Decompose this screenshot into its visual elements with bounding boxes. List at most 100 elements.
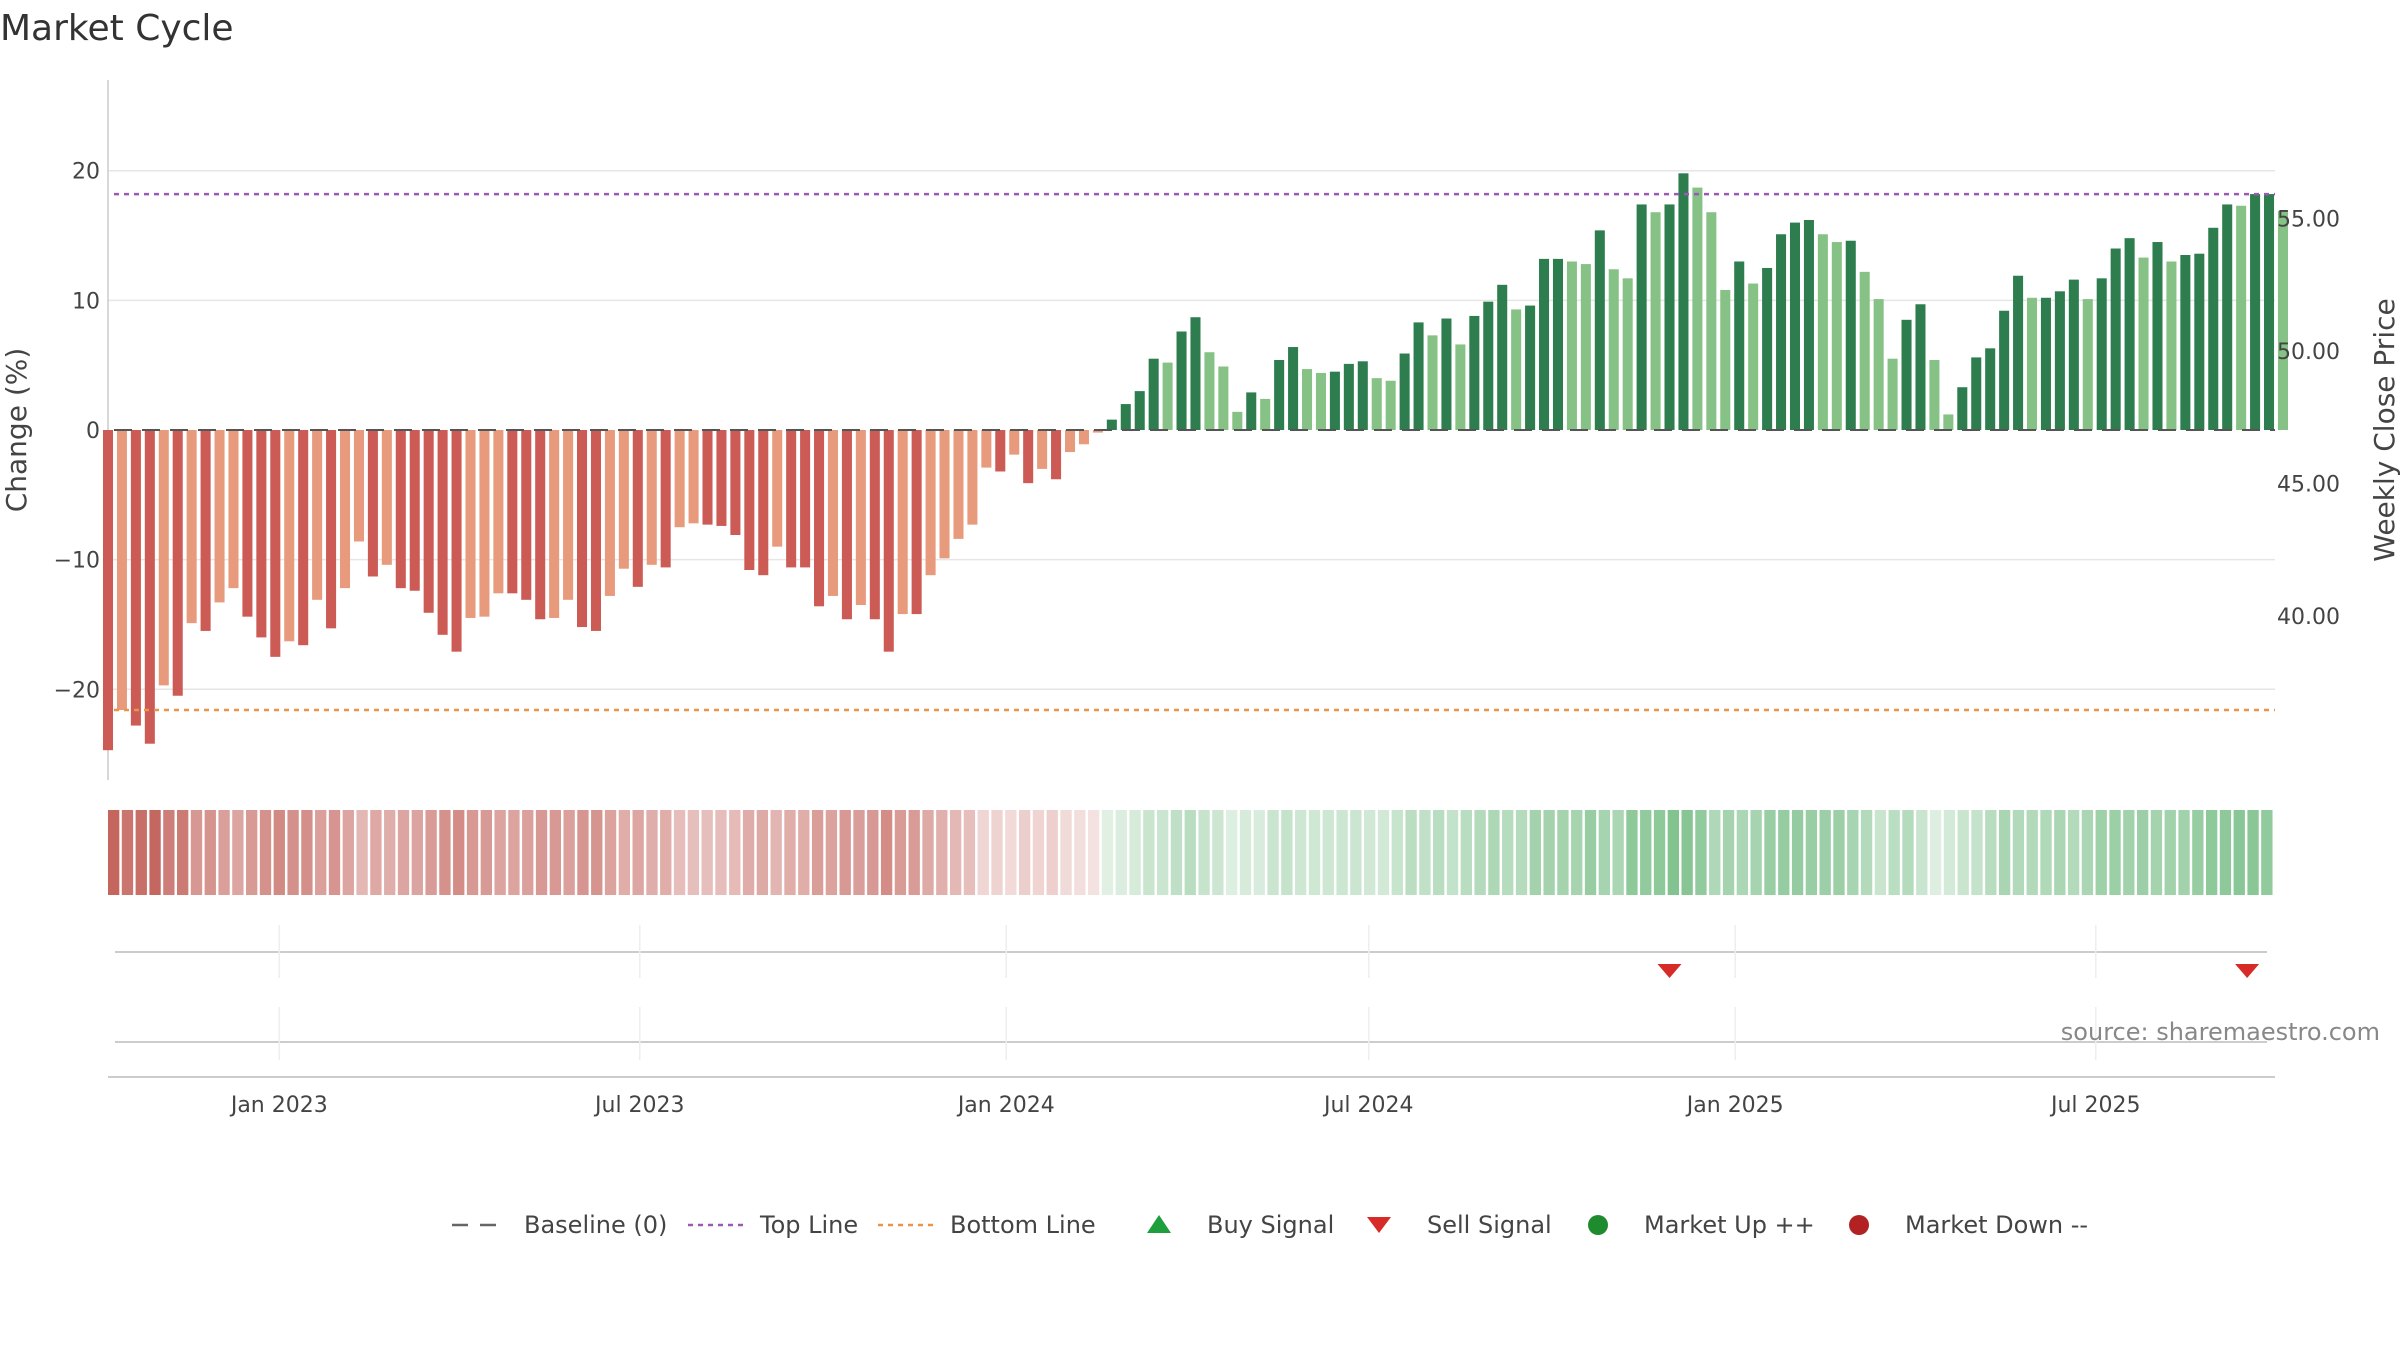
bar — [1162, 362, 1173, 430]
heat-cell — [756, 810, 769, 895]
y2-axis-label: Weekly Close Price — [2368, 298, 2400, 561]
heat-cell — [1584, 810, 1597, 895]
bar — [1371, 378, 1382, 430]
bar — [911, 430, 922, 615]
bar — [2110, 248, 2121, 430]
heat-cell — [673, 810, 686, 895]
heat-cell — [453, 810, 465, 895]
legend-label: Market Down -- — [1905, 1211, 2088, 1239]
heat-cell — [1791, 810, 1804, 895]
heat-cell — [384, 810, 396, 895]
bar — [730, 430, 741, 535]
bar — [1957, 387, 1968, 430]
bar — [632, 430, 643, 587]
bar — [939, 430, 950, 559]
heat-cell — [2012, 810, 2025, 895]
bar — [479, 430, 490, 617]
bar — [1650, 212, 1661, 430]
heat-cell — [784, 810, 796, 895]
bar — [1985, 348, 1996, 430]
bar — [507, 430, 518, 594]
heat-cell — [2081, 810, 2094, 895]
legend-label: Market Up ++ — [1644, 1211, 1815, 1239]
bar — [521, 430, 532, 600]
bar — [2180, 255, 2191, 430]
heat-cell — [204, 810, 216, 895]
heat-cell — [466, 810, 479, 895]
bar — [242, 430, 253, 617]
heat-strip — [108, 810, 2273, 895]
heat-cell — [1571, 810, 1583, 895]
bar — [395, 430, 406, 589]
bar — [186, 430, 197, 624]
bar — [1343, 363, 1354, 430]
heat-cell — [328, 810, 341, 895]
bar — [1776, 234, 1787, 430]
heat-cell — [1957, 810, 1969, 895]
heat-cell — [798, 810, 810, 895]
bar — [2166, 261, 2177, 430]
bar — [1274, 360, 1285, 430]
bar — [102, 430, 114, 751]
heat-cell — [1626, 810, 1638, 895]
x-tick-label: Jan 2025 — [1685, 1093, 1784, 1118]
y-tick-label: 0 — [86, 419, 100, 444]
bar — [855, 430, 866, 605]
bar — [367, 430, 378, 577]
heat-cell — [1005, 810, 1017, 895]
heat-cell — [1322, 810, 1334, 895]
heat-cell — [1612, 810, 1624, 895]
bar — [409, 430, 420, 591]
heat-cell — [2109, 810, 2121, 895]
bar — [1636, 204, 1647, 430]
heat-cell — [301, 810, 313, 895]
heat-cell — [2233, 810, 2245, 895]
heat-cell — [425, 810, 437, 895]
heat-cell — [839, 810, 851, 895]
chart-title: Market Cycle — [0, 8, 234, 49]
bar — [2138, 257, 2149, 430]
bar — [2264, 194, 2275, 430]
bar — [130, 430, 141, 726]
heat-cell — [494, 810, 506, 895]
heat-cell — [1074, 810, 1086, 895]
heat-cell — [1488, 810, 1500, 895]
heat-cell — [949, 810, 962, 895]
heat-cell — [991, 810, 1003, 895]
bar — [353, 430, 364, 542]
heat-cell — [1860, 810, 1873, 895]
bar — [1831, 242, 1842, 430]
heat-cell — [549, 810, 561, 895]
bar — [2013, 275, 2024, 430]
bar — [1678, 173, 1689, 430]
heat-cell — [1156, 810, 1169, 895]
bar — [2236, 205, 2247, 430]
heat-cell — [867, 810, 879, 895]
bar — [1692, 187, 1703, 430]
bar — [577, 430, 588, 628]
heat-cell — [1736, 810, 1749, 895]
legend-item: Market Up ++ — [1588, 1211, 1815, 1239]
bar — [2208, 227, 2219, 430]
heat-cell — [2054, 810, 2066, 895]
heat-cell — [1212, 810, 1224, 895]
bar — [158, 430, 169, 686]
heat-cell — [135, 810, 147, 895]
heat-cell — [163, 810, 175, 895]
heat-cell — [1446, 810, 1459, 895]
sell-signal-marker — [2235, 964, 2260, 978]
bar — [549, 430, 560, 618]
bar — [1999, 310, 2010, 430]
heat-cell — [1971, 810, 1983, 895]
bars — [102, 173, 2288, 751]
bar — [116, 430, 127, 710]
heat-cell — [1943, 810, 1956, 895]
heat-cell — [1433, 810, 1445, 895]
bar — [1817, 234, 1828, 430]
bar — [423, 430, 434, 613]
bar — [1859, 271, 1870, 430]
x-tick-label: Jul 2025 — [2049, 1093, 2141, 1118]
heat-cell — [880, 810, 893, 895]
heat-cell — [108, 810, 120, 895]
